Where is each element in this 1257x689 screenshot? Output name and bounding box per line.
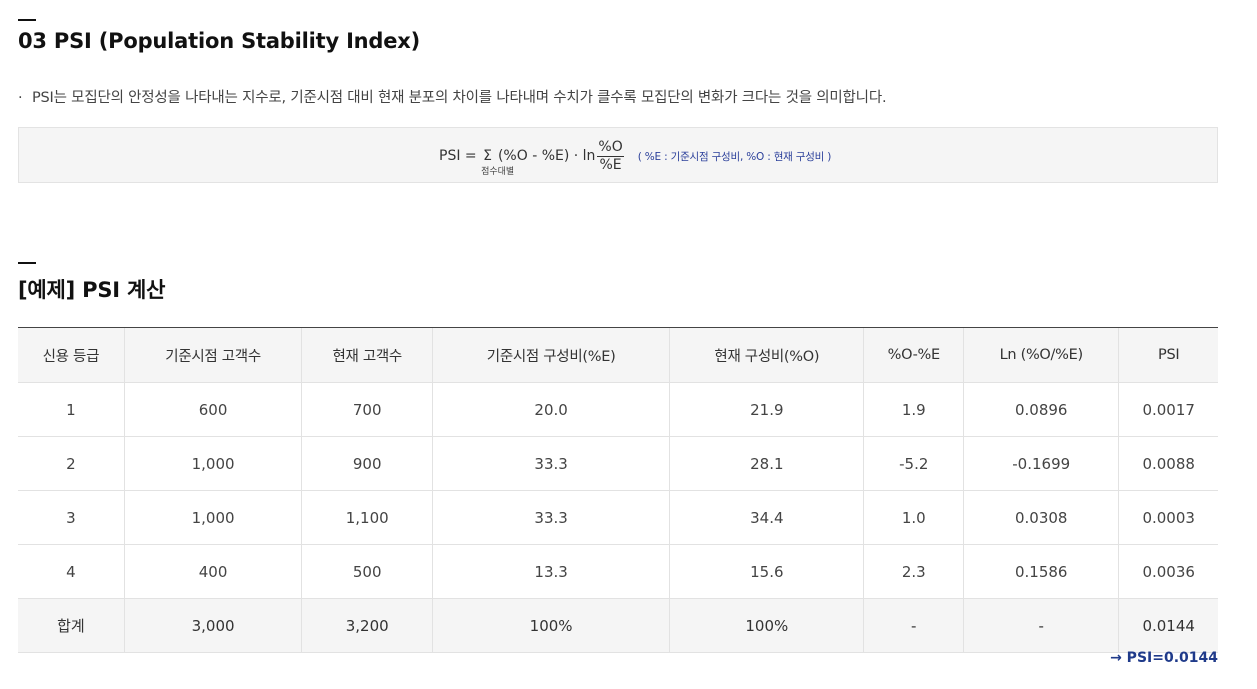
- table-cell: 1.0: [863, 490, 964, 545]
- table-cell: 100%: [669, 598, 864, 653]
- table-cell: 21.9: [669, 382, 864, 437]
- table-cell: 0.0896: [963, 382, 1119, 437]
- table-cell: 2: [18, 436, 125, 491]
- psi-table: 신용 등급 기준시점 고객수 현재 고객수 기준시점 구성비(%E) 현재 구성…: [18, 327, 1218, 653]
- table-cell: 500: [301, 544, 433, 599]
- table-cell: 20.0: [432, 382, 670, 437]
- table-cell: 0.0036: [1118, 544, 1218, 599]
- table-cell: 900: [301, 436, 433, 491]
- table-cell: 13.3: [432, 544, 670, 599]
- column-header: 현재 고객수: [301, 327, 433, 383]
- section-title: [예제] PSI 계산: [18, 278, 166, 302]
- table-row: 1 600 700 20.0 21.9 1.9 0.0896 0.0017: [18, 382, 1218, 437]
- fraction-numerator: %O: [597, 138, 624, 157]
- table-cell: 3,200: [301, 598, 433, 653]
- table-cell: 700: [301, 382, 433, 437]
- table-cell: -0.1699: [963, 436, 1119, 491]
- table-cell: 0.0003: [1118, 490, 1218, 545]
- formula-body: (%O - %E) · ln: [497, 148, 596, 164]
- formula-fraction: %O %E: [597, 138, 624, 174]
- table-cell: -5.2: [863, 436, 964, 491]
- table-cell: 0.0144: [1118, 598, 1218, 653]
- column-header: 기준시점 구성비(%E): [432, 327, 670, 383]
- sigma-icon: Σ: [483, 148, 492, 164]
- description-text: PSI는 모집단의 안정성을 나타내는 지수로, 기준시점 대비 현재 분포의 …: [32, 90, 887, 106]
- table-row: 3 1,000 1,100 33.3 34.4 1.0 0.0308 0.000…: [18, 490, 1218, 545]
- table-cell: -: [963, 598, 1119, 653]
- table-cell: 100%: [432, 598, 670, 653]
- column-header: 현재 구성비(%O): [669, 327, 864, 383]
- psi-result: → PSI=0.0144: [1110, 650, 1218, 666]
- table-cell: 400: [123, 544, 302, 599]
- table-cell: 33.3: [432, 436, 670, 491]
- table-header-row: 신용 등급 기준시점 고객수 현재 고객수 기준시점 구성비(%E) 현재 구성…: [18, 327, 1218, 383]
- table-cell: 1,000: [123, 490, 302, 545]
- table-cell: -: [863, 598, 964, 653]
- formula-note: ( %E : 기준시점 구성비, %O : 현재 구성비 ): [637, 150, 832, 163]
- table-cell: 합계: [18, 598, 125, 653]
- psi-section: 03 PSI (Population Stability Index): [18, 19, 1218, 53]
- table-row: 2 1,000 900 33.3 28.1 -5.2 -0.1699 0.008…: [18, 436, 1218, 491]
- table-cell: 15.6: [669, 544, 864, 599]
- example-section: [예제] PSI 계산: [18, 262, 1218, 304]
- table-cell: 4: [18, 544, 125, 599]
- table-cell: 34.4: [669, 490, 864, 545]
- psi-description: · PSI는 모집단의 안정성을 나타내는 지수로, 기준시점 대비 현재 분포의…: [18, 86, 887, 107]
- section-title: 03 PSI (Population Stability Index): [18, 29, 421, 53]
- column-header: %O-%E: [863, 327, 964, 383]
- psi-formula: PSI = Σ 점수대별 (%O - %E) · ln %O %E ( %E :…: [439, 138, 832, 178]
- bullet-icon: ·: [18, 90, 23, 106]
- column-header: PSI: [1118, 327, 1218, 383]
- title-accent-bar: [18, 19, 36, 21]
- table-cell: 1,100: [301, 490, 433, 545]
- table-cell: 33.3: [432, 490, 670, 545]
- column-header: 신용 등급: [18, 327, 125, 383]
- formula-box: PSI = Σ 점수대별 (%O - %E) · ln %O %E ( %E :…: [18, 127, 1218, 183]
- table-cell: 28.1: [669, 436, 864, 491]
- table-cell: 1,000: [123, 436, 302, 491]
- table-cell: 3: [18, 490, 125, 545]
- table-cell: 0.0017: [1118, 382, 1218, 437]
- table-cell: 1.9: [863, 382, 964, 437]
- table-cell: 3,000: [123, 598, 302, 653]
- title-accent-bar: [18, 262, 36, 264]
- table-cell: 1: [18, 382, 125, 437]
- formula-lhs: PSI =: [439, 148, 482, 164]
- column-header: Ln (%O/%E): [963, 327, 1119, 383]
- fraction-denominator: %E: [599, 156, 622, 173]
- sigma-subscript: 점수대별: [481, 167, 515, 177]
- column-header: 기준시점 고객수: [123, 327, 302, 383]
- table-cell: 600: [123, 382, 302, 437]
- table-cell: 0.0308: [963, 490, 1119, 545]
- table-total-row: 합계 3,000 3,200 100% 100% - - 0.0144: [18, 598, 1218, 653]
- table-row: 4 400 500 13.3 15.6 2.3 0.1586 0.0036: [18, 544, 1218, 599]
- table-cell: 2.3: [863, 544, 964, 599]
- table-cell: 0.0088: [1118, 436, 1218, 491]
- sigma-symbol: Σ 점수대별: [481, 148, 514, 177]
- table-cell: 0.1586: [963, 544, 1119, 599]
